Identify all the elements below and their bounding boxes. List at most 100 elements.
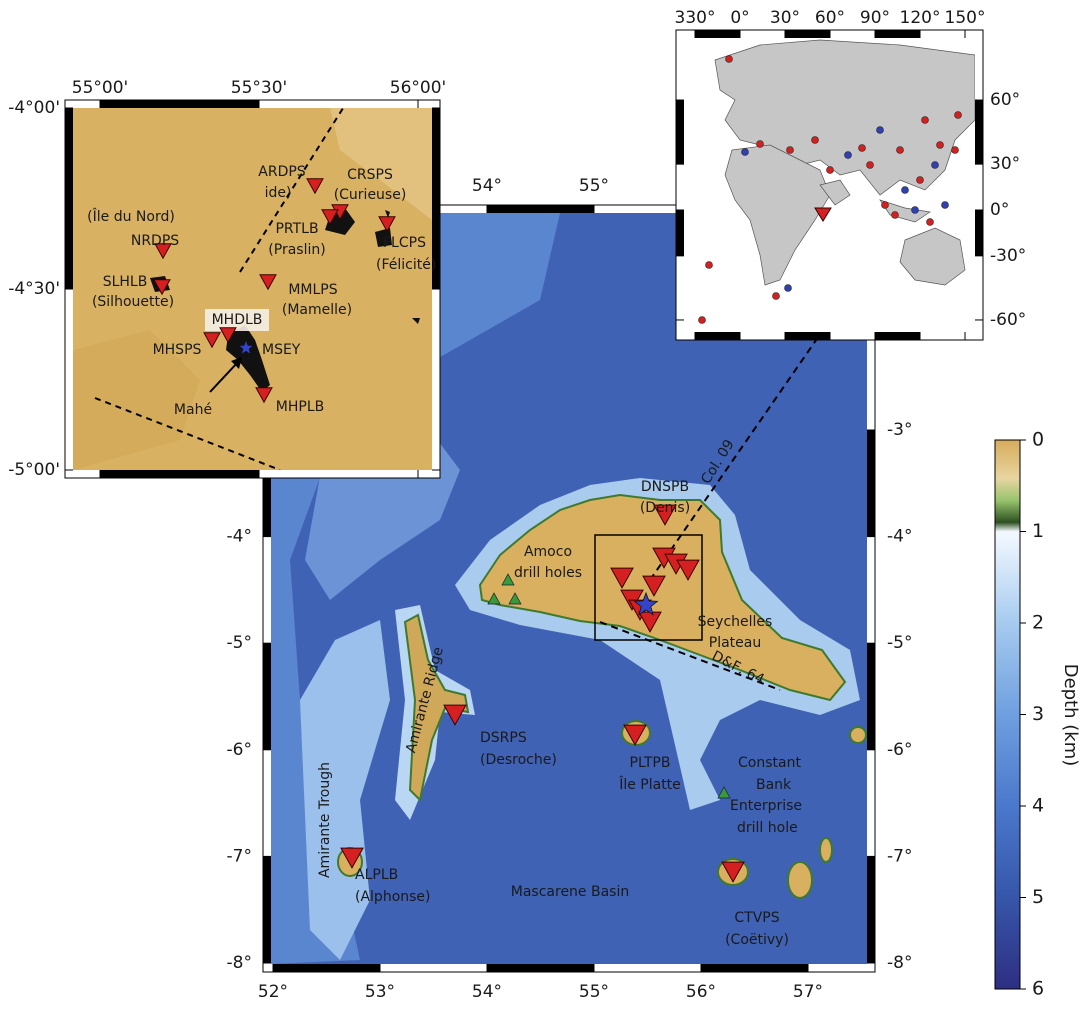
map-label: Constant: [738, 755, 801, 771]
frame-band: [975, 100, 983, 164]
map-label: (Desroche): [480, 752, 557, 768]
inset-label: Mahé: [174, 402, 212, 418]
frame-band: [100, 470, 259, 478]
inset-label: MHSPS: [153, 342, 202, 358]
colorbar: 0 1 2 3 4 5 6 Depth (km): [995, 429, 1081, 1000]
frame-band: [676, 100, 684, 164]
y-tick-label: -4°: [887, 527, 912, 547]
y-tick-label: -8°: [887, 953, 912, 973]
x-tick-label: 120°: [900, 8, 941, 28]
colorbar-tick-label: 5: [1032, 886, 1044, 908]
map-label: (Coëtivy): [725, 932, 789, 948]
frame-band: [65, 108, 73, 289]
inset-label: (Mamelle): [282, 302, 352, 318]
world-inset: 330°0°30°60°90°120°150°60°30°0°-30°-60°: [675, 8, 1027, 340]
colorbar-title: Depth (km): [1060, 664, 1081, 767]
map-label: drill hole: [737, 820, 798, 836]
y-tick-label: -6°: [227, 740, 252, 760]
colorbar-tick-label: 2: [1032, 612, 1044, 634]
frame-band: [875, 332, 920, 340]
inset-label: FLCPS: [383, 235, 426, 251]
inset-label: ide): [265, 185, 292, 201]
map-label: PLTPB: [630, 755, 671, 771]
y-tick-label: -7°: [227, 846, 252, 866]
y-tick-label: -8°: [227, 953, 252, 973]
x-tick-label: 150°: [945, 8, 986, 28]
y-tick-label: -5°00': [8, 460, 60, 480]
map-label: Mascarene Basin: [511, 884, 629, 900]
map-label: Amirante Trough: [317, 762, 333, 878]
map-label: Bank: [756, 777, 792, 793]
y-tick-label: -6°: [887, 740, 912, 760]
colorbar-tick-label: 1: [1032, 520, 1044, 542]
x-tick-label: 57°: [793, 982, 823, 1002]
frame-band: [867, 430, 875, 537]
x-tick-label: 0°: [730, 8, 749, 28]
map-label: drill holes: [514, 565, 582, 581]
map-label: Enterprise: [730, 798, 802, 814]
x-tick-label: 56°: [686, 982, 716, 1002]
frame-band: [695, 30, 740, 38]
y-tick-label: -60°: [990, 310, 1026, 330]
inset-label: NRDPS: [131, 233, 179, 249]
inset-label: (Praslin): [268, 242, 325, 258]
map-label: (Denis): [640, 500, 690, 516]
x-tick-label: 52°: [258, 982, 288, 1002]
colorbar-ramp: [995, 440, 1020, 989]
x-tick-label: 60°: [815, 8, 845, 28]
inset-label: SLHLB: [103, 274, 148, 290]
frame-band: [701, 964, 808, 972]
y-tick-label: -5°: [887, 633, 912, 653]
frame-band: [785, 332, 830, 340]
colorbar-tick-label: 3: [1032, 703, 1044, 725]
frame-band: [975, 210, 983, 256]
y-tick-label: -4°: [227, 527, 252, 547]
x-tick-label: 90°: [860, 8, 890, 28]
y-tick-label: 0°: [990, 200, 1009, 220]
inset-label: ARDPS: [258, 164, 306, 180]
x-tick-label: 330°: [675, 8, 716, 28]
frame-band: [263, 643, 271, 750]
y-tick-label: 60°: [990, 90, 1020, 110]
frame-band: [100, 100, 259, 108]
y-tick-label: -30°: [990, 246, 1026, 266]
inset-label: MMLPS: [288, 282, 337, 298]
seychelles-inset: 55°00'55°30'56°00'-4°00'-4°30'-5°00' ARD…: [8, 78, 446, 480]
y-tick-label: -4°30': [8, 279, 60, 299]
inset-label: (Félicité): [376, 257, 436, 273]
frame-band: [487, 964, 594, 972]
inset-label: (Silhouette): [92, 294, 174, 310]
x-tick-label: 55°30': [231, 78, 287, 98]
y-tick-label: -5°: [227, 633, 252, 653]
inset-label: PRTLB: [275, 221, 318, 237]
x-tick-label: 55°: [579, 176, 609, 196]
x-tick-label: 56°00': [390, 78, 446, 98]
colorbar-ticks: 0 1 2 3 4 5 6: [1020, 429, 1044, 1000]
x-tick-label: 53°: [365, 982, 395, 1002]
map-label: ALPLB: [355, 867, 398, 883]
x-tick-label: 54°: [472, 176, 502, 196]
frame-band: [273, 964, 380, 972]
y-tick-label: -7°: [887, 846, 912, 866]
map-label: Seychelles: [698, 614, 773, 630]
frame-band: [875, 30, 920, 38]
inset-label: MHDLB: [212, 312, 263, 328]
frame-band: [263, 856, 271, 963]
colorbar-tick-label: 0: [1032, 429, 1044, 451]
map-label: DNSPB: [641, 479, 689, 495]
inset-label: CRSPS: [347, 167, 393, 183]
y-tick-label: 30°: [990, 154, 1020, 174]
inset-label: MHPLB: [276, 399, 324, 415]
map-label: DSRPS: [480, 730, 527, 746]
map-label: Amoco: [524, 544, 572, 560]
inset-label: (Île du Nord): [87, 207, 175, 225]
x-tick-label: 54°: [472, 982, 502, 1002]
frame-band: [695, 332, 740, 340]
x-tick-label: 55°: [579, 982, 609, 1002]
colorbar-tick-label: 6: [1032, 978, 1044, 1000]
colorbar-tick-label: 4: [1032, 795, 1044, 817]
frame-band: [676, 210, 684, 256]
frame-band: [487, 205, 594, 213]
frame-band: [867, 643, 875, 750]
map-label: CTVPS: [734, 910, 779, 926]
